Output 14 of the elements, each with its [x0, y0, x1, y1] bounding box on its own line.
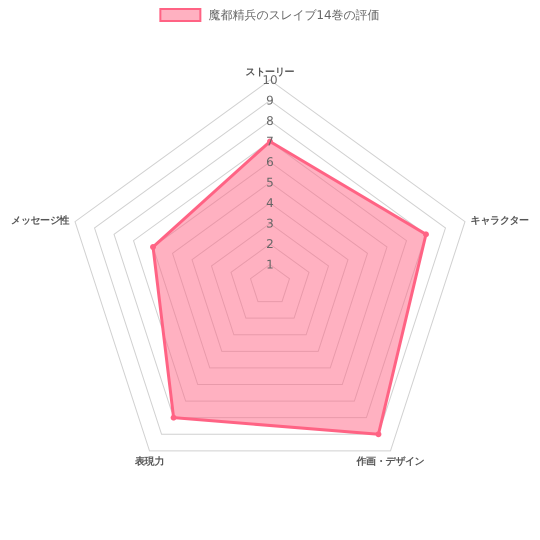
spoke-label: 作画・デザイン [356, 456, 425, 468]
y-tick-label: 8 [266, 114, 274, 128]
y-tick-label: 7 [266, 134, 274, 149]
spoke-label: メッセージ性 [11, 214, 70, 226]
y-tick-label: 5 [266, 176, 274, 190]
y-tick-label: 3 [266, 216, 274, 231]
spoke-label: 表現力 [134, 456, 164, 468]
spoke-label: キャラクター [470, 215, 530, 226]
y-tick-label: 2 [266, 237, 274, 252]
y-tick-label: 6 [266, 155, 274, 170]
y-tick-label: 9 [266, 94, 274, 108]
y-tick-label: 1 [266, 258, 274, 272]
legend-label: 魔都精兵のスレイブ14巻の評価 [208, 8, 380, 22]
y-tick-label: 4 [266, 196, 274, 210]
